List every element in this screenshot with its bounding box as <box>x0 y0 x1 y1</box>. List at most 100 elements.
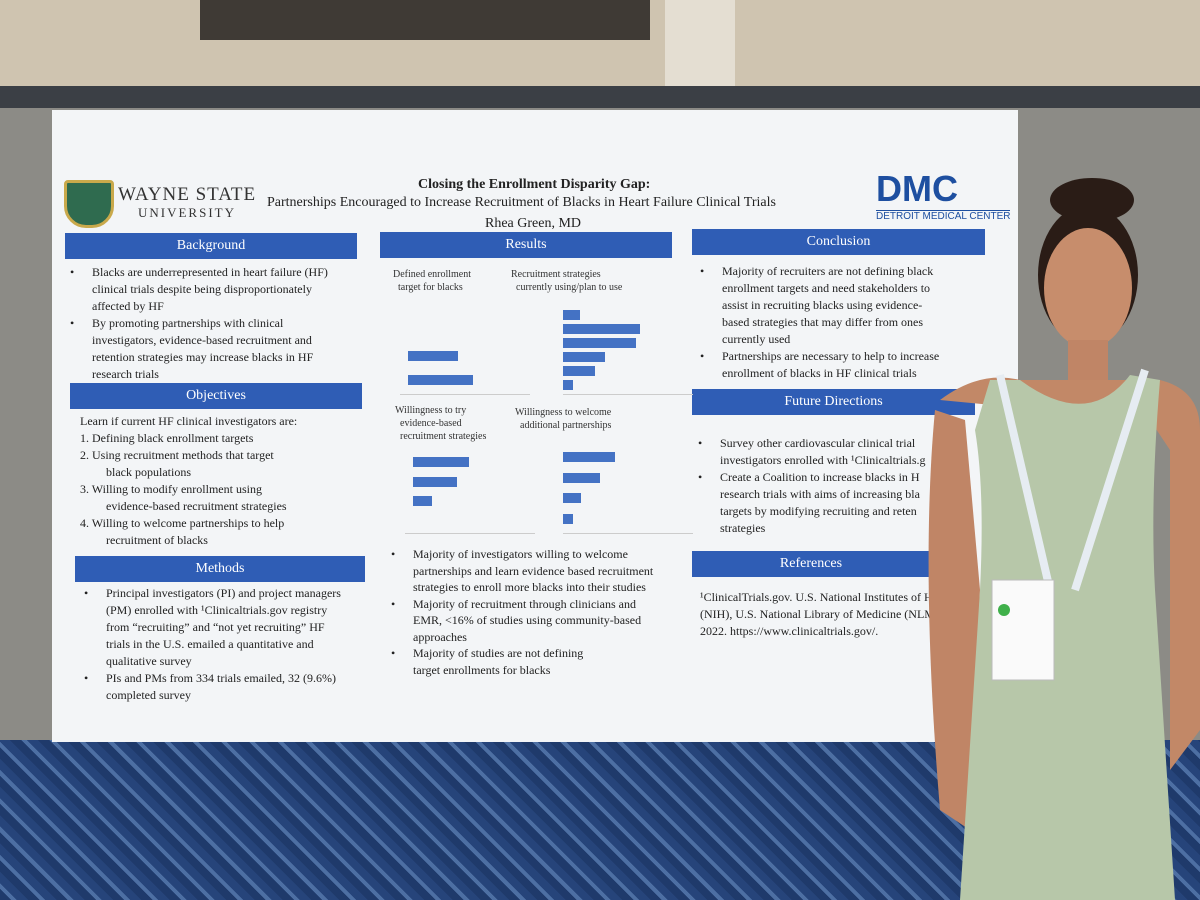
chart-title: Willingness to try <box>395 405 467 416</box>
section-text: 3. Willing to modify enrollment using <box>80 482 262 496</box>
section-heading: Conclusion <box>692 229 985 255</box>
poster-subtitle: Partnerships Encouraged to Increase Recr… <box>267 195 776 210</box>
section-text: investigators, evidence-based recruitmen… <box>92 333 312 347</box>
bar <box>563 452 615 462</box>
section-text: strategies to enroll more blacks into th… <box>413 580 646 594</box>
bar <box>563 310 580 320</box>
bar <box>563 324 640 334</box>
section-text: targets by modifying recruiting and rete… <box>720 504 917 518</box>
section-text: retention strategies may increase blacks… <box>92 350 314 364</box>
section-text: based strategies that may differ from on… <box>722 315 924 329</box>
bar <box>563 352 605 362</box>
partition-frame <box>0 86 1200 108</box>
logo-name: DMC <box>876 168 958 209</box>
section-text: enrollment of blacks in HF clinical tria… <box>722 366 917 380</box>
section-text: Majority of studies are not defining <box>391 646 583 661</box>
chart-title: evidence-based <box>400 418 462 429</box>
section-text: (PM) enrolled with ¹Clinicaltrials.gov r… <box>106 603 328 617</box>
section-heading: References <box>692 551 930 577</box>
poster-author: Rhea Green, MD <box>485 216 582 231</box>
section-heading: Background <box>65 233 357 259</box>
section-heading: Objectives <box>70 383 362 409</box>
section-text: currently used <box>722 332 791 346</box>
bar <box>563 513 573 524</box>
section-text: trials in the U.S. emailed a quantitativ… <box>106 637 314 651</box>
chart-axis <box>563 394 693 395</box>
chart-axis <box>405 533 535 534</box>
section-text: Majority of recruitment through clinicia… <box>391 597 636 612</box>
section-text: research trials with aims of increasing … <box>720 487 920 501</box>
bar <box>408 375 473 385</box>
bar <box>563 366 596 376</box>
section-text: (NIH), U.S. National Library of Medicine… <box>700 607 935 621</box>
section-text: black populations <box>106 465 191 479</box>
bar <box>563 338 637 348</box>
bar <box>413 476 458 487</box>
chart-title: additional partnerships <box>520 420 612 431</box>
section-text: Majority of investigators willing to wel… <box>391 547 628 562</box>
section-text: strategies <box>720 521 766 535</box>
section-text: EMR, <16% of studies using community-bas… <box>413 613 642 627</box>
section-text: Principal investigators (PI) and project… <box>84 586 341 601</box>
chart-title: currently using/plan to use <box>516 282 623 293</box>
section-text: By promoting partnerships with clinical <box>70 316 283 331</box>
poster <box>52 110 1018 742</box>
section-text: Create a Coalition to increase blacks in… <box>698 470 920 485</box>
person <box>928 178 1200 900</box>
section-text: Survey other cardiovascular clinical tri… <box>698 436 915 451</box>
section-text: partnerships and learn evidence based re… <box>413 563 654 578</box>
pillar <box>665 0 735 92</box>
section-text: completed survey <box>106 688 191 702</box>
bar <box>563 493 581 503</box>
section-text: qualitative survey <box>106 654 192 668</box>
section-text: PIs and PMs from 334 trials emailed, 32 … <box>84 671 336 686</box>
bar <box>413 457 470 467</box>
bar <box>408 351 459 361</box>
poster-title: Closing the Enrollment Disparity Gap: <box>418 177 651 192</box>
shoulders <box>940 377 1200 770</box>
ceiling-beam <box>200 0 650 40</box>
chart-title: Willingness to welcome <box>515 407 612 418</box>
section-text: 4. Willing to welcome partnerships to he… <box>80 516 285 530</box>
section-text: Blacks are underrepresented in heart fai… <box>70 265 328 280</box>
wsu-shield <box>64 180 114 228</box>
section-text: target enrollments for blacks <box>413 662 551 677</box>
badge <box>991 579 1055 681</box>
section-text: evidence-based recruitment strategies <box>106 499 287 513</box>
chart-title: recruitment strategies <box>400 431 487 442</box>
chart-axis <box>400 394 530 395</box>
lanyard <box>996 368 1149 592</box>
section-text: Learn if current HF clinical investigato… <box>80 414 298 428</box>
section-text: clinical trials despite being disproport… <box>92 282 312 296</box>
left-arm <box>928 410 980 830</box>
logo-sub: DETROIT MEDICAL CENTER <box>876 210 1011 222</box>
section-heading: Future Directions <box>692 389 975 415</box>
chart-title: Defined enrollment <box>393 269 472 280</box>
section-text: Partnerships are necessary to help to in… <box>700 349 939 364</box>
neck <box>1068 340 1108 380</box>
face <box>1044 228 1132 348</box>
section-text: research trials <box>92 367 159 381</box>
chart-title: target for blacks <box>398 282 463 293</box>
section-text: ¹ClinicalTrials.gov. U.S. National Insti… <box>700 590 947 604</box>
section-text: investigators enrolled with ¹Clinicaltri… <box>720 453 926 467</box>
section-text: affected by HF <box>92 299 164 313</box>
section-heading: Methods <box>75 556 365 582</box>
logo-name: WAYNE STATE <box>118 184 257 205</box>
section-heading: Results <box>380 232 672 258</box>
section-text: Majority of recruiters are not defining … <box>700 264 933 279</box>
section-text: 2. Using recruitment methods that target <box>80 448 274 462</box>
section-text: 2022. https://www.clinicaltrials.gov/. <box>700 624 879 638</box>
badge-dot <box>998 604 1010 616</box>
chart-title: Recruitment strategies <box>511 269 601 280</box>
section-text: enrollment targets and need stakeholders… <box>722 281 931 295</box>
chart-axis <box>563 533 693 534</box>
bar <box>413 496 433 506</box>
bar <box>563 472 601 483</box>
section-text: approaches <box>413 629 467 644</box>
logo-sub: UNIVERSITY <box>138 205 236 220</box>
section-text: from “recruiting” and “not yet recruitin… <box>106 620 325 634</box>
bar <box>563 380 573 390</box>
section-text: 1. Defining black enrollment targets <box>80 431 254 445</box>
